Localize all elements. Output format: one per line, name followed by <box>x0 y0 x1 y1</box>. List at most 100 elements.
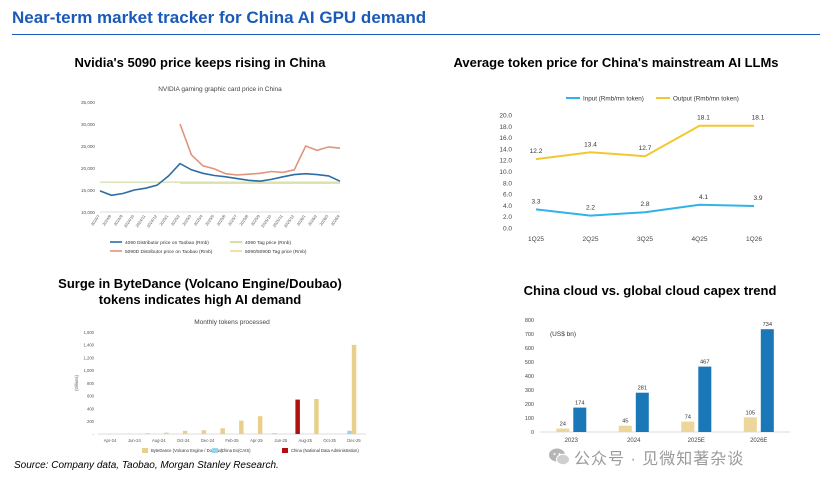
x-tick-label: 2025/12 <box>283 213 296 228</box>
bar-2 <box>295 399 300 434</box>
legend-swatch <box>142 448 148 453</box>
bytedance-chart-title: Surge in ByteDance (Volcano Engine/Douba… <box>58 276 342 307</box>
legend-label: China (National Data Administration) <box>291 448 359 453</box>
x-tick-label: 2026/4 <box>330 213 342 227</box>
y-tick-label: 400 <box>525 374 534 380</box>
y-tick-label: 400 <box>87 406 95 411</box>
x-tick-label: 2024 <box>627 438 641 444</box>
y-tick-label: 500 <box>525 360 534 366</box>
bar-0 <box>126 433 131 434</box>
data-label: 13.4 <box>584 141 597 148</box>
y-tick-label: 15,000 <box>81 188 95 193</box>
legend-label: ByteDance (Volcano Engine / Doubao) <box>151 448 223 453</box>
bar-0 <box>681 421 695 432</box>
data-label: 467 <box>700 360 710 366</box>
legend-swatch <box>282 448 288 453</box>
token-price-chart: 0.0 2.0 4.0 6.0 8.0 10.0 12.0 14.0 16.0 18.0 20.0 1… <box>499 96 765 244</box>
y-tick-label: 1,600 <box>84 330 95 335</box>
legend-label: 5090D Distributor price on Taobao (Rmb) <box>125 249 213 255</box>
y-tick-label: 2.0 <box>503 214 512 221</box>
legend-label: 4090 Distributor price on Taobao (Rmb) <box>125 240 209 246</box>
watermark: 公众号 · 见微知著杂谈 <box>548 444 818 470</box>
data-label: 12.2 <box>530 148 543 155</box>
x-tick-label: 2025/3 <box>181 213 193 227</box>
y-tick-label: 10,000 <box>81 210 95 215</box>
data-label: 2.8 <box>640 201 649 208</box>
data-label: 12.7 <box>639 145 652 152</box>
y-tick-label: 1,400 <box>84 343 95 348</box>
bar-0 <box>556 428 570 432</box>
title-divider <box>12 34 820 35</box>
legend-label: Input (Rmb/mn token) <box>583 96 644 103</box>
data-label: 734 <box>762 322 772 328</box>
wechat-icon <box>549 448 570 466</box>
bar-0 <box>618 425 632 432</box>
data-label: 18.1 <box>752 115 765 122</box>
data-label: 18.1 <box>697 115 710 122</box>
y-tick-label: 0 <box>531 430 534 436</box>
x-tick-label: Aug-25 <box>298 438 312 443</box>
x-tick-label: 2024/7 <box>90 213 102 227</box>
data-label: 2.2 <box>586 205 595 212</box>
y-tick-label: 10.0 <box>499 169 512 176</box>
x-tick-label: 2025/6 <box>215 213 227 227</box>
x-tick-label: 1Q25 <box>528 236 544 243</box>
data-label: 3.3 <box>531 198 540 205</box>
legend-swatch <box>212 448 218 453</box>
series-line-0 <box>99 162 341 197</box>
x-tick-label: 4Q25 <box>692 236 708 243</box>
bar-0 <box>145 433 150 434</box>
x-tick-label: 2023 <box>565 438 579 444</box>
y-tick-label: 30,000 <box>81 122 95 127</box>
x-tick-label: Apr-24 <box>104 438 117 443</box>
y-tick-label: 800 <box>525 318 534 324</box>
data-label: 24 <box>560 422 567 428</box>
bar-1 <box>347 430 352 434</box>
watermark-text: 公众号 · 见微知著杂谈 <box>574 451 745 468</box>
x-tick-label: 2025/4 <box>193 213 205 227</box>
x-tick-label: Oct-24 <box>177 438 190 443</box>
legend-label: 5090/5090D Tag price (Rmb) <box>245 249 307 255</box>
x-tick-label: 2024/8 <box>101 213 113 227</box>
x-tick-label: 2026E <box>750 438 767 444</box>
x-tick-label: Dec-25 <box>347 438 361 443</box>
bar-0 <box>314 398 319 434</box>
y-tick-label: 200 <box>87 419 95 424</box>
bar-1 <box>272 433 277 434</box>
y-tick-label: 1,000 <box>84 368 95 373</box>
data-label: 4.1 <box>699 194 708 201</box>
y-tick-label: 14.0 <box>499 146 512 153</box>
x-tick-label: 2025/2 <box>170 213 182 227</box>
y-tick-label: 1,200 <box>84 355 95 360</box>
bar-1 <box>760 329 774 432</box>
bar-0 <box>743 417 757 432</box>
y-tick-label: 200 <box>525 402 534 408</box>
bar-0 <box>164 432 169 434</box>
bar-0 <box>239 420 244 434</box>
x-tick-label: 2024/10 <box>123 213 136 228</box>
x-tick-label: 2024/9 <box>113 213 125 227</box>
x-tick-label: 2025E <box>688 438 705 444</box>
unit-label: (US$ bn) <box>550 331 576 338</box>
x-tick-label: 2026/3 <box>318 213 330 227</box>
x-tick-label: 1Q26 <box>746 236 762 243</box>
token-chart-title: Average token price for China's mainstre… <box>453 55 779 70</box>
page-title: Near-term market tracker for China AI GP… <box>12 8 427 27</box>
capex-chart-title: China cloud vs. global cloud capex trend <box>523 283 777 298</box>
x-tick-label: Jun-24 <box>128 438 141 443</box>
y-tick-label: 18.0 <box>499 124 512 131</box>
legend-label: China Ex(CAIS) <box>221 448 251 453</box>
y-tick-label: 16.0 <box>499 135 512 142</box>
x-tick-label: 2Q25 <box>583 236 599 243</box>
bar-0 <box>351 344 357 435</box>
data-label: 174 <box>575 401 585 407</box>
x-tick-label: Aug-24 <box>152 438 166 443</box>
series-line-2 <box>179 123 341 176</box>
nvidia-price-chart: NVIDIA gaming graphic card price in Chin… <box>81 86 342 255</box>
y-tick-label: 600 <box>525 346 534 352</box>
bar-1 <box>698 366 712 432</box>
x-tick-label: Apr-25 <box>250 438 263 443</box>
data-label: 3.9 <box>753 195 762 202</box>
y-tick-label: 12.0 <box>499 158 512 165</box>
x-tick-label: 2024/12 <box>146 213 159 228</box>
